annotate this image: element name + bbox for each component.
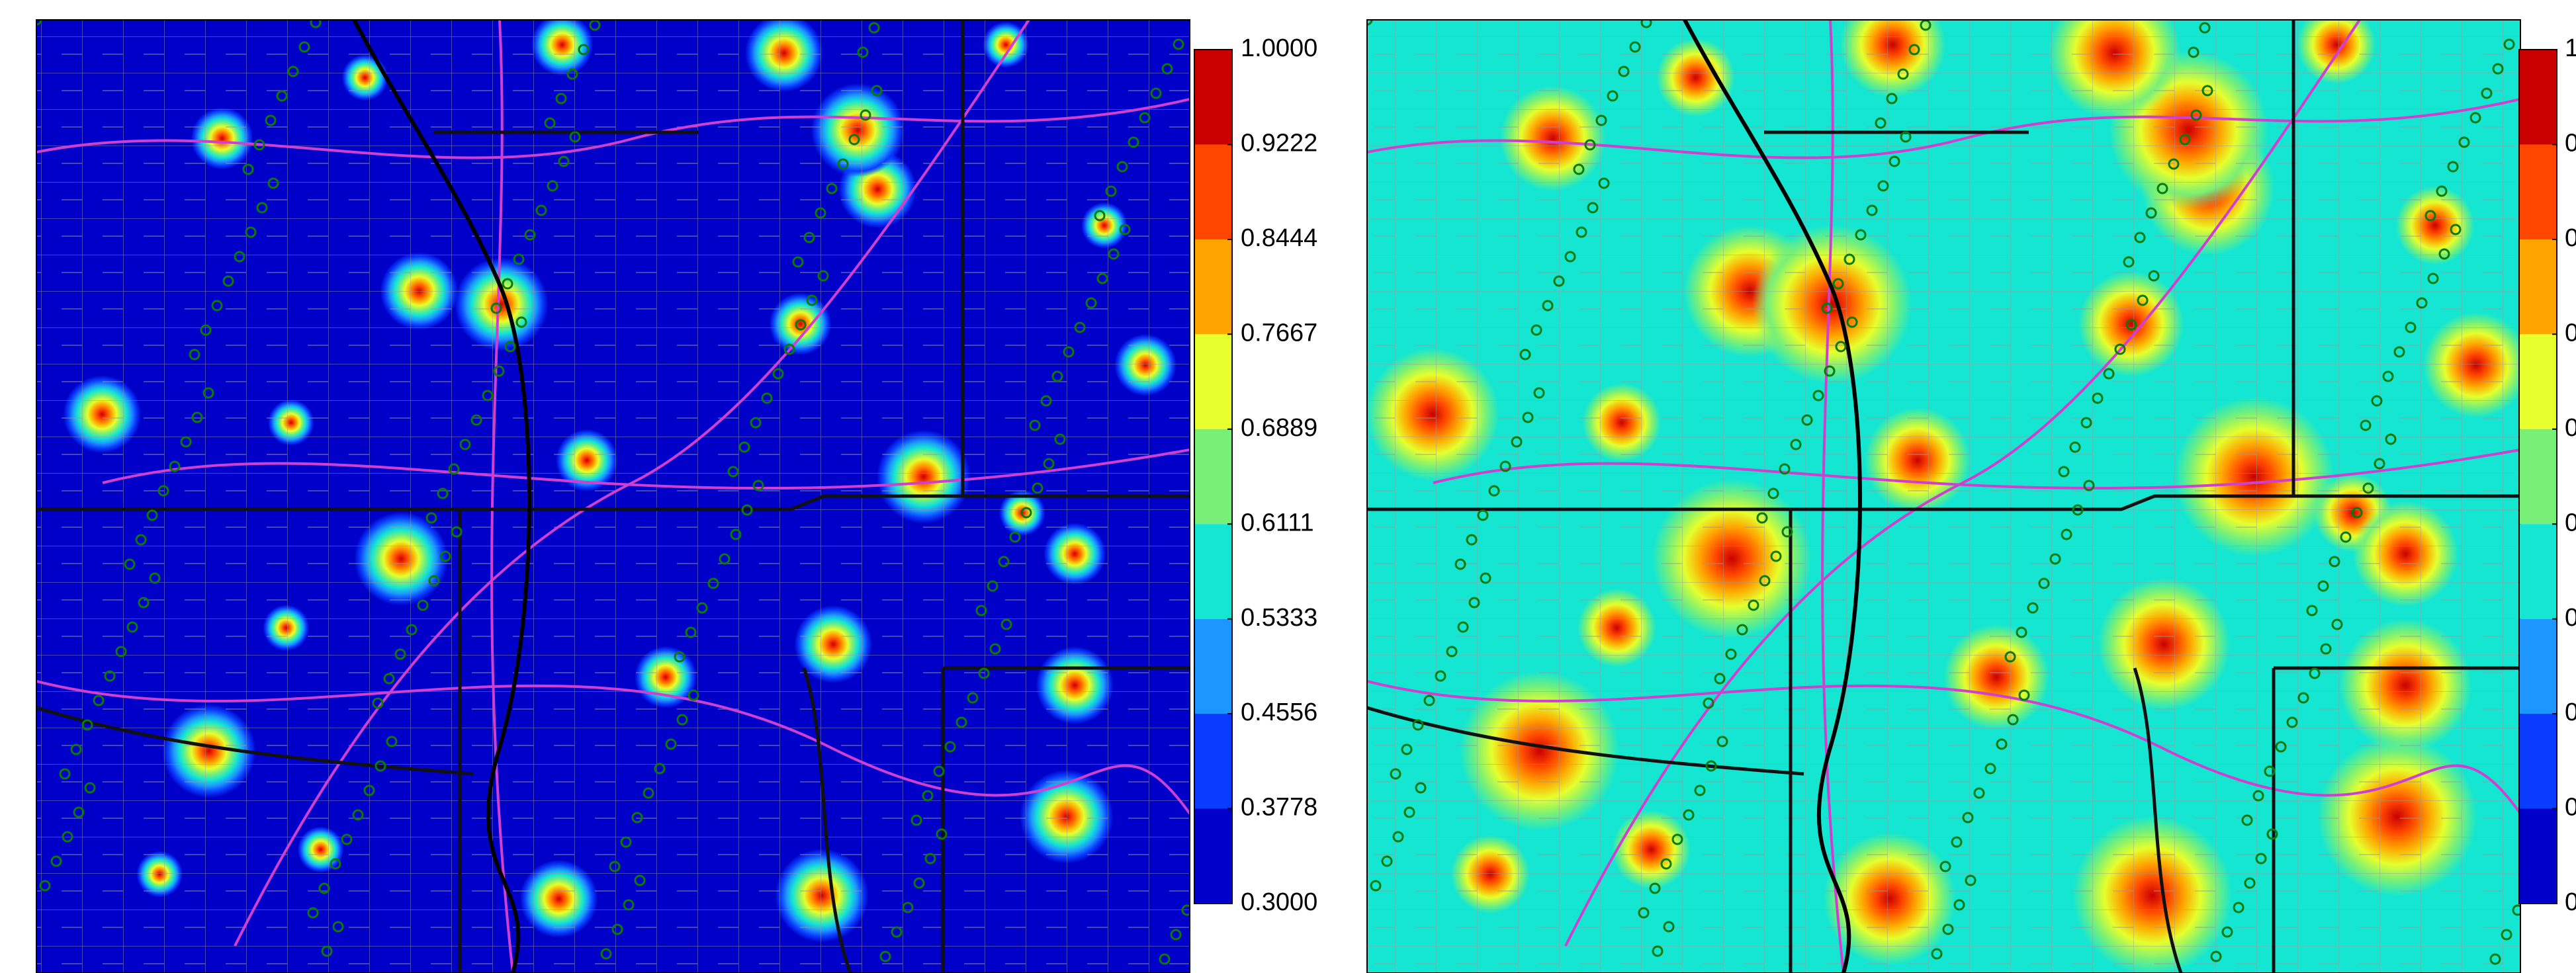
colorbar-band: [1194, 809, 1232, 904]
figure: 1.0000 0.9222 0.8444 0.7667 0.6889 0.6111 0.53…: [0, 0, 2576, 973]
colorbar-band: [1194, 334, 1232, 429]
colorbar-tick-label: 0.7667: [1241, 319, 1317, 347]
colorbar-band: [1194, 714, 1232, 808]
colorbar-tick-label: 0.8444: [2565, 224, 2576, 252]
colorbar-tick-label: 0.9222: [1241, 130, 1317, 157]
colorbar-tick-label: 0.6111: [2565, 509, 2576, 536]
colorbar-band: [2519, 524, 2557, 618]
colorbar-band: [1194, 239, 1232, 334]
colorbar-band: [1194, 429, 1232, 524]
colorbar-band: [1194, 50, 1232, 144]
colorbar-band: [2519, 714, 2557, 808]
colorbar-tick-label: 0.3000: [2565, 888, 2576, 916]
colorbar-tick-label: 0.5333: [2565, 604, 2576, 632]
colorbar-band: [2519, 239, 2557, 334]
colorbar-band: [2519, 334, 2557, 429]
colorbar-tick-label: 0.6889: [2565, 414, 2576, 442]
colorbar-tick-label: 0.9222: [2565, 130, 2576, 157]
colorbar-tick-label: 0.3000: [1241, 888, 1317, 916]
colorbar-tick-label: 0.4556: [2565, 698, 2576, 726]
colorbar-tick-label: 0.5333: [1241, 604, 1317, 632]
colorbar-band: [2519, 619, 2557, 714]
colorbar-tick-label: 0.6889: [1241, 414, 1317, 442]
colorbar-band: [1194, 524, 1232, 618]
map-panel: [1362, 0, 2529, 973]
colorbar-tick-label: 0.4556: [1241, 698, 1317, 726]
colorbar-tick-label: 0.8444: [1241, 224, 1317, 252]
colorbar-tick-label: 0.3778: [2565, 794, 2576, 822]
colorbar-tick-label: 1.0000: [1241, 34, 1317, 62]
page: {"colorbar": { "ticks": [{"value": 1, "l…: [0, 0, 2576, 973]
colorbar-band: [2519, 429, 2557, 524]
colorbar-band: [2519, 50, 2557, 144]
map-panel: [32, 14, 1192, 973]
colorbar-tick-label: 1.0000: [2565, 34, 2576, 62]
colorbar-tick-label: 0.6111: [1241, 509, 1314, 536]
colorbar-tick-label: 0.7667: [2565, 319, 2576, 347]
colorbar-band: [1194, 144, 1232, 239]
colorbar-band: [2519, 144, 2557, 239]
colorbar-band: [2519, 809, 2557, 904]
colorbar-band: [1194, 619, 1232, 714]
colorbar-tick-label: 0.3778: [1241, 794, 1317, 822]
